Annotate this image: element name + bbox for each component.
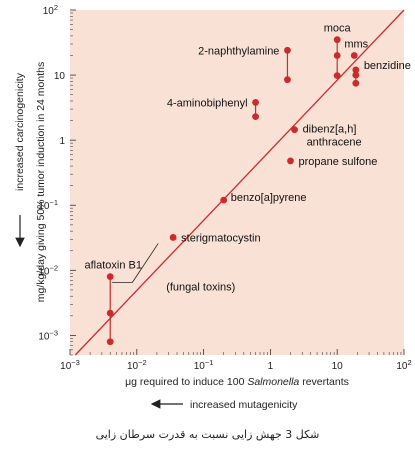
data-point [106,338,114,346]
data-point [169,234,177,241]
data-point [287,157,294,165]
data-point [350,52,358,59]
data-point [284,46,291,54]
data-point [252,113,259,121]
data-point [333,72,341,80]
x-tick-label: 1 [268,361,274,372]
y-tick-label: 10 [54,71,66,82]
y-axis-title: mg/kg/day giving 50% tumor induction in … [35,62,47,302]
data-point [352,66,360,74]
compound-label: dibenz[a,h] [303,124,357,136]
compound-sublabel: (fungal toxins) [166,282,235,294]
x-tick-label: 10−1 [194,358,214,372]
compound-label: sterigmatocystin [181,232,260,244]
compound-label: mms [344,38,368,50]
y-direction-label: increased carcinogenicity [14,72,26,191]
trend-line [74,9,405,356]
label-leader [131,243,159,283]
y-tick-label: 10−3 [38,328,58,342]
compound-label: anthracene [307,137,362,149]
y-tick-label: 102 [43,3,58,17]
x-direction-label: increased mutagenicity [190,399,298,411]
data-point [106,309,114,317]
data-point [284,76,291,84]
compound-label: aflatoxin B1 [84,260,141,272]
data-point [352,79,360,87]
compound-label: benzo[a]pyrene [231,192,307,204]
compound-label: benzidine [364,60,411,72]
compound-label: propane sulfone [299,156,378,168]
y-tick-label: 10−2 [38,263,58,277]
x-tick-label: 10 [332,361,344,372]
x-tick-label: 10−3 [60,358,80,372]
compound-label: 2-naphthylamine [198,45,279,57]
data-point [333,36,341,44]
x-tick-label: 10−2 [127,358,147,372]
data-point [106,273,114,281]
compound-label: moca [324,23,352,35]
data-point [333,52,341,59]
x-tick-label: 102 [396,358,411,372]
x-axis-title: μg required to induce 100 Salmonella rev… [125,376,349,388]
data-point [252,99,259,106]
figure-caption: شکل 3 جهش زایی نسبت به قدرت سرطان زایی [95,428,320,441]
data-point [291,126,298,134]
data-point [220,196,228,204]
y-tick-label: 10−1 [38,198,58,212]
data-point [352,71,360,79]
y-tick-label: 1 [59,136,65,147]
compound-label: 4-aminobiphenyl [167,97,248,109]
